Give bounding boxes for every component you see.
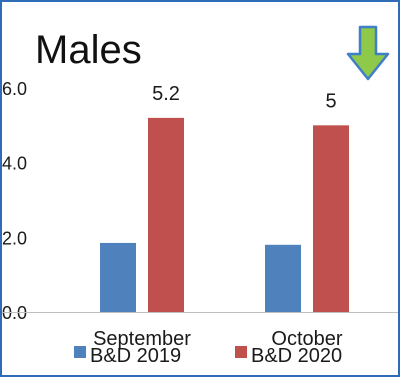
y-tick-label: 2.0 (2, 228, 27, 248)
bar (313, 125, 349, 312)
chart-title: Males (35, 28, 142, 72)
x-category-label: September (93, 328, 191, 350)
data-label: 5 (325, 90, 336, 112)
bar (265, 244, 301, 312)
x-category-label: October (271, 328, 342, 350)
y-tick-label: 4.0 (2, 154, 27, 174)
down-arrow-icon (346, 25, 390, 81)
legend-swatch (235, 346, 247, 358)
legend-label: B&D 2020 (251, 345, 342, 367)
bar (100, 242, 136, 312)
legend-swatch (74, 346, 86, 358)
y-tick-label: 6.0 (2, 79, 27, 99)
bar (148, 117, 184, 312)
data-label: 5.2 (152, 83, 180, 105)
legend-label: B&D 2019 (90, 345, 181, 367)
